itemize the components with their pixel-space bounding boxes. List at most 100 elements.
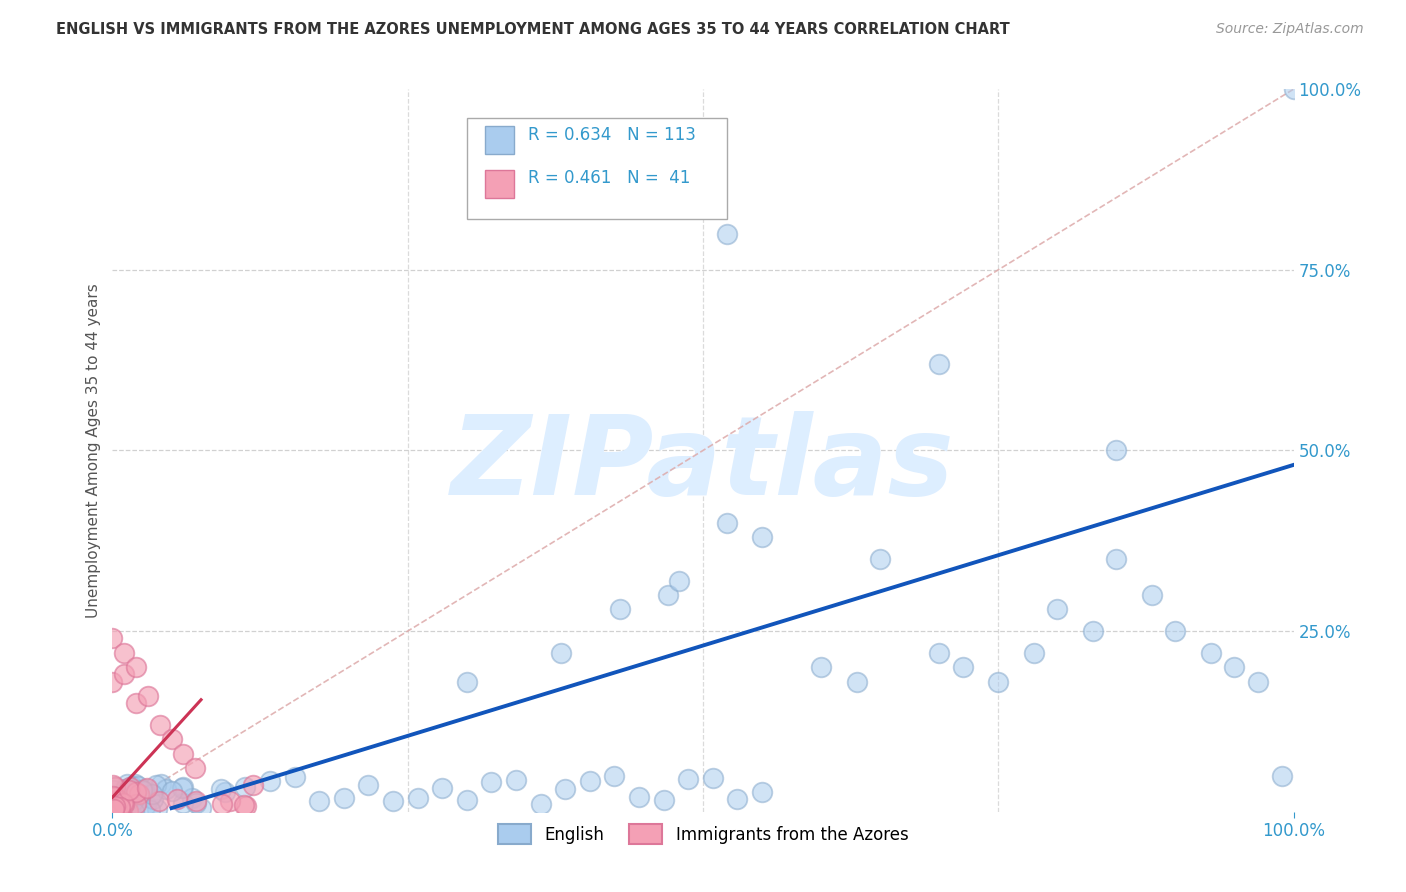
Point	[142, 791, 165, 805]
Point	[125, 696, 148, 710]
Point	[141, 788, 163, 802]
Point	[117, 804, 139, 818]
Point	[111, 791, 134, 805]
Point	[657, 588, 679, 602]
Point	[111, 797, 134, 811]
Point	[609, 602, 631, 616]
Point	[308, 794, 330, 808]
Legend: English, Immigrants from the Azores: English, Immigrants from the Azores	[491, 818, 915, 850]
Point	[259, 773, 281, 788]
Point	[118, 783, 141, 797]
Point	[186, 794, 208, 808]
Point	[132, 784, 155, 798]
Point	[155, 781, 177, 796]
Point	[1282, 82, 1305, 96]
FancyBboxPatch shape	[467, 118, 727, 219]
Point	[987, 674, 1010, 689]
Point	[118, 784, 141, 798]
Point	[107, 792, 129, 806]
Point	[104, 805, 127, 819]
Point	[1140, 588, 1163, 602]
Point	[120, 791, 142, 805]
Point	[105, 804, 128, 818]
Point	[172, 747, 194, 761]
Point	[124, 777, 146, 791]
Point	[284, 770, 307, 784]
Point	[578, 774, 600, 789]
Point	[209, 781, 232, 796]
Point	[180, 791, 202, 805]
Point	[105, 800, 128, 814]
Bar	[485, 169, 515, 198]
Text: ZIPatlas: ZIPatlas	[451, 411, 955, 518]
Point	[104, 789, 127, 804]
Point	[103, 799, 125, 814]
Point	[845, 674, 868, 689]
Point	[110, 800, 132, 814]
Point	[456, 674, 478, 689]
Point	[120, 796, 142, 810]
Point	[145, 778, 167, 792]
Point	[430, 780, 453, 795]
Point	[751, 785, 773, 799]
Point	[121, 779, 143, 793]
Point	[103, 802, 125, 816]
Point	[104, 803, 127, 817]
Point	[125, 785, 148, 799]
Point	[1022, 646, 1045, 660]
Point	[172, 781, 194, 796]
Point	[117, 792, 139, 806]
Point	[727, 791, 749, 805]
Point	[136, 689, 159, 703]
Point	[751, 530, 773, 544]
Point	[135, 797, 157, 812]
Point	[108, 789, 131, 804]
Point	[603, 769, 626, 783]
Point	[131, 782, 153, 797]
Point	[103, 799, 125, 814]
Point	[160, 784, 183, 798]
Point	[219, 794, 242, 808]
Point	[652, 792, 675, 806]
Point	[678, 772, 700, 786]
Point	[232, 797, 254, 812]
Point	[869, 551, 891, 566]
Point	[1105, 551, 1128, 566]
Point	[1081, 624, 1104, 639]
Point	[211, 797, 233, 811]
Point	[128, 787, 150, 801]
Point	[172, 796, 194, 810]
Point	[115, 777, 138, 791]
Y-axis label: Unemployment Among Ages 35 to 44 years: Unemployment Among Ages 35 to 44 years	[86, 283, 101, 618]
Point	[112, 646, 135, 660]
Point	[103, 783, 125, 797]
Point	[233, 780, 256, 794]
Point	[381, 794, 405, 808]
Point	[120, 786, 142, 800]
Point	[235, 798, 257, 813]
Point	[357, 779, 380, 793]
Point	[160, 732, 183, 747]
Point	[108, 801, 131, 815]
Point	[128, 790, 150, 805]
Point	[112, 797, 135, 811]
Point	[115, 782, 138, 797]
Bar	[485, 127, 515, 154]
Point	[148, 795, 170, 809]
Point	[101, 632, 124, 646]
Point	[120, 780, 142, 794]
Point	[146, 802, 169, 816]
Point	[529, 797, 551, 811]
Point	[125, 660, 148, 674]
Point	[104, 780, 127, 794]
Point	[103, 780, 125, 795]
Point	[149, 718, 172, 732]
Point	[112, 804, 135, 818]
Point	[456, 792, 478, 806]
Point	[101, 794, 124, 808]
Point	[117, 794, 139, 808]
Point	[505, 772, 527, 787]
Point	[627, 789, 650, 804]
Point	[125, 795, 148, 809]
Point	[716, 516, 738, 530]
